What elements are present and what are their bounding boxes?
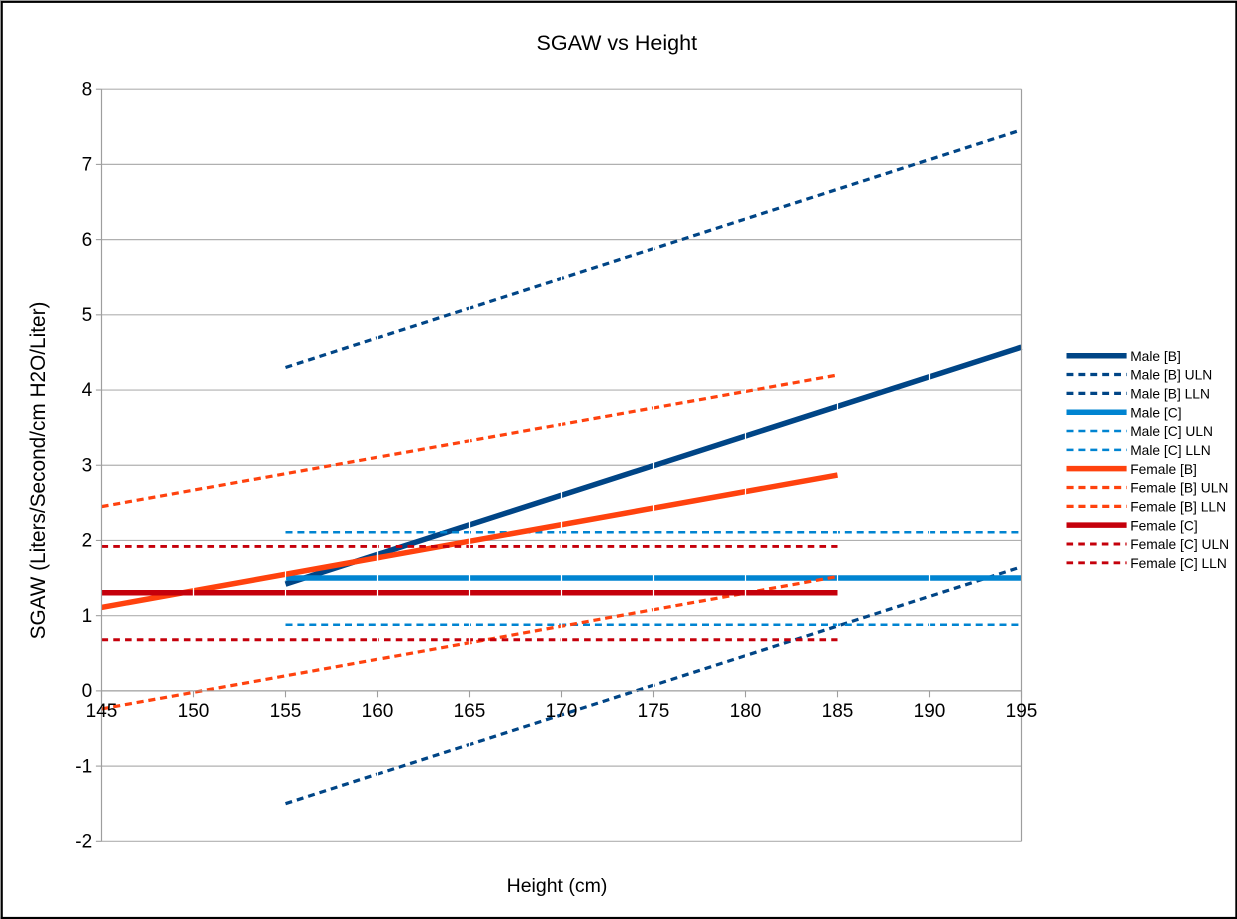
svg-text:Male [B] LLN: Male [B] LLN (1130, 386, 1210, 401)
svg-text:170: 170 (546, 701, 578, 722)
svg-text:6: 6 (82, 230, 93, 251)
svg-text:155: 155 (270, 701, 302, 722)
svg-text:Male [B]: Male [B] (1130, 349, 1181, 364)
svg-text:Female [C]: Female [C] (1130, 518, 1197, 533)
svg-text:185: 185 (822, 701, 854, 722)
svg-text:3: 3 (82, 455, 93, 476)
svg-text:-2: -2 (75, 832, 92, 853)
svg-text:Male [C] LLN: Male [C] LLN (1130, 443, 1211, 458)
svg-text:195: 195 (1006, 701, 1038, 722)
svg-text:145: 145 (86, 701, 118, 722)
svg-text:0: 0 (82, 681, 93, 702)
svg-text:7: 7 (82, 155, 93, 176)
svg-text:Female [B]: Female [B] (1130, 462, 1197, 477)
svg-text:Height (cm): Height (cm) (507, 875, 608, 897)
svg-text:SGAW vs Height: SGAW vs Height (537, 31, 698, 55)
svg-text:175: 175 (638, 701, 670, 722)
svg-text:Female [C] ULN: Female [C] ULN (1130, 537, 1229, 552)
svg-text:Male [C] ULN: Male [C] ULN (1130, 424, 1213, 439)
svg-text:Male [C]: Male [C] (1130, 405, 1181, 420)
svg-text:Female [B] LLN: Female [B] LLN (1130, 499, 1226, 514)
svg-text:8: 8 (82, 79, 93, 100)
svg-text:190: 190 (914, 701, 946, 722)
svg-text:Female [C] LLN: Female [C] LLN (1130, 556, 1227, 571)
svg-text:4: 4 (82, 380, 93, 401)
svg-text:SGAW (Liters/Second/cm H2O/Lit: SGAW (Liters/Second/cm H2O/Liter) (27, 302, 50, 640)
svg-text:1: 1 (82, 606, 93, 627)
svg-text:-1: -1 (75, 756, 92, 777)
svg-text:165: 165 (454, 701, 486, 722)
svg-text:Female [B] ULN: Female [B] ULN (1130, 481, 1228, 496)
svg-text:2: 2 (82, 531, 93, 552)
svg-text:Male [B] ULN: Male [B] ULN (1130, 368, 1212, 383)
svg-text:150: 150 (178, 701, 210, 722)
svg-text:160: 160 (362, 701, 394, 722)
svg-text:180: 180 (730, 701, 762, 722)
svg-text:5: 5 (82, 305, 93, 326)
